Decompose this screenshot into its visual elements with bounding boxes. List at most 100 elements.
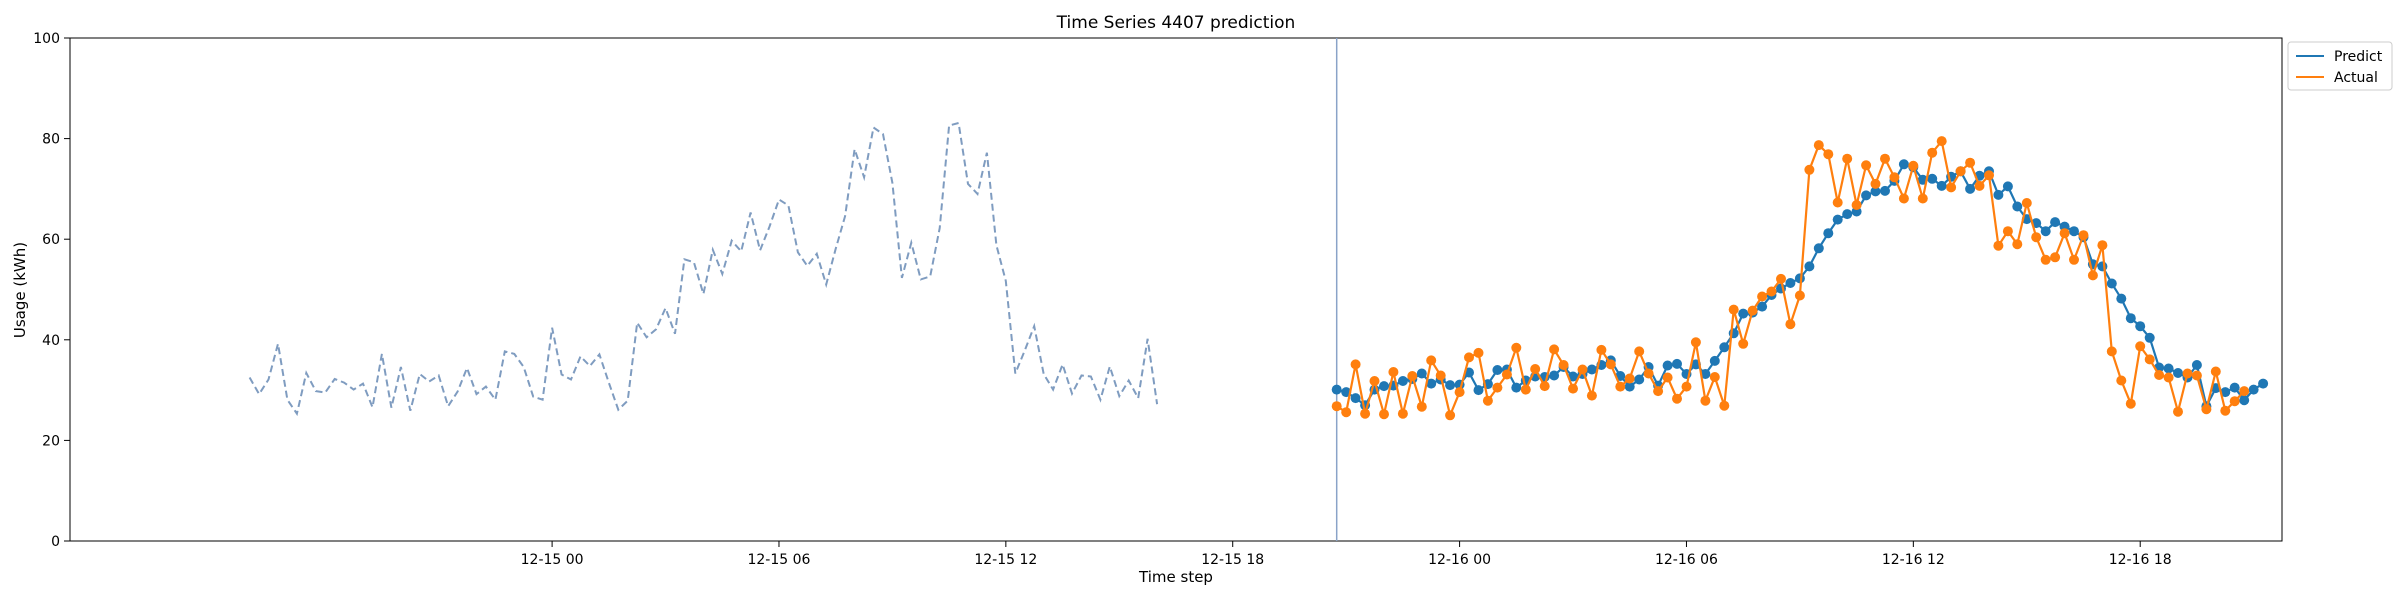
data-point-predict bbox=[2163, 363, 2174, 374]
data-point-predict bbox=[1350, 393, 1361, 404]
data-point-actual bbox=[1473, 347, 1484, 358]
data-point-actual bbox=[2050, 252, 2061, 263]
data-point-actual bbox=[2220, 405, 2231, 416]
data-point-actual bbox=[2154, 370, 2165, 380]
data-point-predict bbox=[2173, 368, 2183, 378]
data-point-actual bbox=[1549, 344, 1560, 355]
data-point-actual bbox=[1464, 352, 1474, 363]
plot-frame bbox=[69, 37, 2283, 542]
data-point-actual bbox=[2059, 228, 2070, 239]
data-point-predict bbox=[1445, 380, 1456, 391]
data-point-actual bbox=[1889, 172, 1900, 183]
data-point-actual bbox=[1530, 364, 1541, 374]
data-point-actual bbox=[1738, 338, 1749, 349]
data-point-actual bbox=[2135, 341, 2146, 352]
data-point-actual bbox=[1672, 393, 1682, 404]
data-point-actual bbox=[1653, 386, 1664, 397]
data-point-predict bbox=[1870, 186, 1881, 197]
data-point-predict bbox=[1785, 278, 1796, 288]
data-point-actual bbox=[1454, 387, 1465, 398]
data-point-predict bbox=[1511, 382, 1522, 393]
data-point-predict bbox=[2069, 226, 2079, 237]
data-point-actual bbox=[1350, 359, 1361, 370]
data-point-predict bbox=[1492, 365, 1503, 375]
data-point-actual bbox=[2229, 396, 2240, 407]
data-point-actual bbox=[1719, 400, 1730, 411]
data-point-actual bbox=[1880, 153, 1890, 164]
data-point-predict bbox=[2229, 382, 2240, 393]
data-point-actual bbox=[1965, 157, 1976, 168]
data-point-actual bbox=[1785, 319, 1796, 330]
legend-label-actual: Actual bbox=[2334, 70, 2378, 86]
data-point-actual bbox=[1709, 372, 1720, 382]
y-axis-label: Usage (kWh) bbox=[11, 242, 29, 338]
data-point-actual bbox=[1747, 305, 1758, 316]
data-point-predict bbox=[2258, 378, 2269, 389]
data-point-actual bbox=[1615, 381, 1626, 392]
data-point-predict bbox=[1861, 190, 1872, 201]
data-point-actual bbox=[1341, 407, 1352, 418]
data-point-actual bbox=[2078, 230, 2089, 241]
history-line bbox=[248, 121, 1159, 417]
data-point-predict bbox=[1880, 185, 1890, 196]
data-point-predict bbox=[2097, 261, 2108, 272]
data-point-actual bbox=[2201, 404, 2212, 415]
data-point-actual bbox=[1993, 240, 2004, 251]
data-point-predict bbox=[2106, 278, 2117, 289]
data-point-actual bbox=[1501, 369, 1512, 380]
data-point-predict bbox=[1416, 368, 1427, 379]
data-point-predict bbox=[1757, 301, 1768, 312]
data-point-predict bbox=[2191, 360, 2202, 370]
data-point-actual bbox=[1492, 382, 1503, 393]
data-point-actual bbox=[1426, 355, 1437, 366]
data-point-actual bbox=[1936, 136, 1947, 147]
data-point-predict bbox=[1397, 376, 1408, 386]
data-point-actual bbox=[1908, 160, 1919, 171]
y-tick-label: 100 bbox=[33, 31, 60, 47]
data-point-actual bbox=[2097, 240, 2108, 251]
data-point-actual bbox=[2125, 398, 2136, 409]
data-point-predict bbox=[1473, 385, 1484, 396]
data-point-actual bbox=[1946, 182, 1957, 193]
data-point-actual bbox=[2182, 368, 2193, 379]
data-point-actual bbox=[1407, 371, 1418, 381]
x-tick-label: 12-16 18 bbox=[2109, 552, 2172, 568]
data-point-predict bbox=[1586, 364, 1597, 375]
data-point-predict bbox=[2144, 332, 2155, 343]
data-point-predict bbox=[1993, 189, 2004, 200]
data-point-actual bbox=[1586, 390, 1597, 401]
data-point-actual bbox=[1445, 410, 1456, 421]
data-point-predict bbox=[1568, 371, 1578, 382]
data-point-actual bbox=[2144, 354, 2155, 365]
data-point-actual bbox=[2040, 254, 2051, 265]
data-point-predict bbox=[1426, 378, 1437, 389]
data-point-actual bbox=[1577, 364, 1588, 375]
data-point-actual bbox=[1360, 408, 1371, 419]
data-point-predict bbox=[1738, 308, 1749, 319]
data-point-actual bbox=[1776, 273, 1786, 284]
x-tick-label: 12-15 18 bbox=[1201, 552, 1264, 568]
data-point-actual bbox=[2031, 232, 2042, 243]
data-point-predict bbox=[1549, 370, 1560, 381]
data-point-predict bbox=[1624, 381, 1635, 392]
data-point-predict bbox=[2125, 313, 2136, 324]
x-tick-label: 12-15 00 bbox=[521, 552, 584, 568]
plot-area: 0 20 40 60 80 100 12-15 00 12-15 06 12-15 12 12-1… bbox=[33, 31, 2283, 568]
data-point-actual bbox=[2069, 254, 2079, 265]
data-point-predict bbox=[2012, 201, 2023, 212]
data-point-actual bbox=[1728, 304, 1739, 315]
data-point-predict bbox=[1898, 159, 1909, 170]
data-point-actual bbox=[2173, 406, 2183, 417]
data-point-predict bbox=[2220, 387, 2231, 398]
legend-label-predict: Predict bbox=[2334, 49, 2383, 65]
data-point-predict bbox=[1813, 243, 1824, 254]
data-point-actual bbox=[1416, 401, 1427, 412]
data-point-actual bbox=[1662, 372, 1673, 383]
data-point-predict bbox=[2135, 321, 2146, 332]
data-point-predict bbox=[1823, 228, 1834, 239]
data-point-predict bbox=[1832, 214, 1843, 225]
data-point-actual bbox=[1974, 180, 1985, 191]
data-point-actual bbox=[1558, 360, 1569, 370]
data-point-actual bbox=[2002, 226, 2013, 237]
data-point-actual bbox=[1379, 409, 1389, 420]
